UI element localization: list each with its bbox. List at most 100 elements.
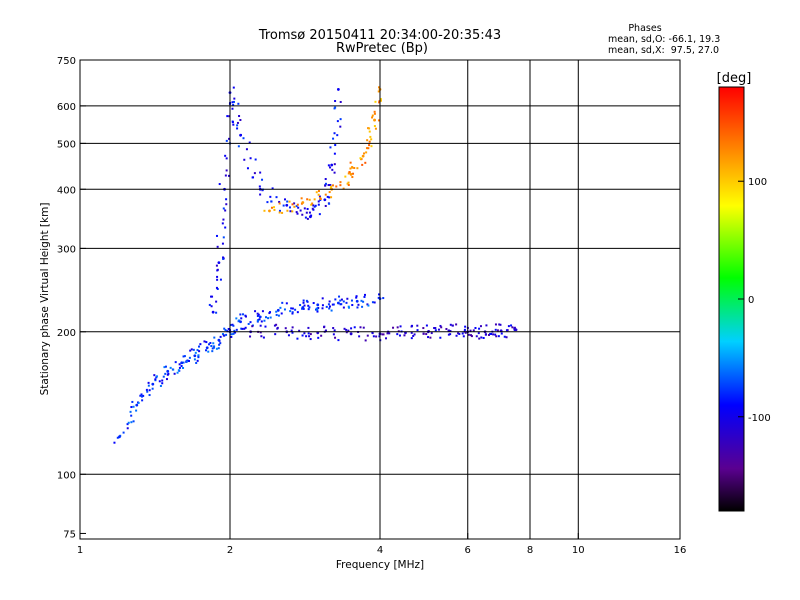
- data-point: [467, 333, 470, 336]
- data-point: [249, 335, 252, 338]
- data-point: [316, 308, 319, 311]
- trace-point: [514, 328, 518, 332]
- data-point: [269, 316, 272, 319]
- data-point: [230, 335, 233, 338]
- data-point: [457, 332, 460, 335]
- trace-point: [373, 118, 376, 122]
- data-point: [130, 406, 133, 409]
- data-point: [165, 378, 168, 381]
- data-point: [258, 185, 261, 188]
- data-point: [224, 209, 227, 212]
- data-point: [210, 295, 213, 298]
- data-point: [225, 333, 228, 336]
- data-point: [311, 207, 314, 210]
- data-point: [256, 315, 259, 318]
- data-point: [116, 436, 119, 439]
- data-point: [319, 198, 322, 201]
- data-point: [379, 98, 382, 101]
- data-point: [315, 307, 318, 310]
- data-point: [154, 378, 157, 381]
- data-point: [334, 106, 337, 109]
- data-point: [291, 311, 294, 314]
- data-point: [333, 163, 336, 166]
- data-point: [347, 184, 350, 187]
- data-point: [455, 334, 458, 337]
- data-point: [155, 375, 158, 378]
- data-point: [224, 174, 227, 177]
- data-point: [173, 372, 176, 375]
- data-point: [308, 198, 311, 201]
- data-point: [403, 334, 406, 337]
- data-point: [213, 345, 216, 348]
- data-point: [333, 329, 336, 332]
- data-point: [278, 209, 281, 212]
- data-point: [386, 332, 389, 335]
- data-point: [147, 381, 150, 384]
- data-point: [232, 332, 235, 335]
- trace-point: [258, 315, 262, 319]
- data-point: [236, 127, 239, 130]
- data-point: [368, 130, 371, 133]
- data-point: [367, 147, 370, 150]
- data-point: [221, 333, 224, 336]
- data-point: [231, 121, 234, 124]
- data-point: [505, 329, 508, 332]
- data-point: [215, 300, 218, 303]
- data-point: [275, 310, 278, 313]
- data-point: [187, 360, 190, 363]
- data-point: [289, 210, 292, 213]
- data-point: [318, 213, 321, 216]
- data-point: [178, 363, 181, 366]
- data-point: [332, 327, 335, 330]
- data-point: [197, 356, 200, 359]
- data-point: [307, 332, 310, 335]
- trace-point: [330, 163, 334, 167]
- data-point: [317, 193, 320, 196]
- data-point: [126, 427, 129, 430]
- data-point: [215, 311, 218, 314]
- data-point: [302, 301, 305, 304]
- data-point: [321, 307, 324, 310]
- data-point: [169, 366, 172, 369]
- data-point: [229, 324, 232, 327]
- data-point: [381, 333, 384, 336]
- data-point: [324, 182, 327, 185]
- data-point: [369, 135, 372, 138]
- data-point: [339, 303, 342, 306]
- data-point: [342, 306, 345, 309]
- data-point: [176, 371, 179, 374]
- data-point: [332, 137, 335, 140]
- data-point: [286, 209, 289, 212]
- data-point: [303, 207, 306, 210]
- data-point: [477, 332, 480, 335]
- stats-line-o: mean, sd,O: -66.1, 19.3: [608, 34, 720, 45]
- data-point: [301, 334, 304, 337]
- data-point: [413, 333, 416, 336]
- data-point: [445, 327, 448, 330]
- data-point: [218, 183, 221, 186]
- data-point: [361, 163, 364, 166]
- data-point: [196, 349, 199, 352]
- data-point: [347, 172, 350, 175]
- data-point: [302, 299, 305, 302]
- data-point: [277, 314, 280, 317]
- data-point: [307, 304, 310, 307]
- y-tick-label: 200: [57, 328, 76, 339]
- data-point: [370, 145, 373, 148]
- data-point: [379, 99, 382, 102]
- data-point: [330, 309, 333, 312]
- data-point: [373, 110, 376, 113]
- data-point: [259, 324, 262, 327]
- data-point: [513, 326, 516, 329]
- data-point: [256, 319, 259, 322]
- data-point: [216, 288, 219, 291]
- data-point: [294, 308, 297, 311]
- data-point: [449, 333, 452, 336]
- data-point: [182, 355, 185, 358]
- data-point: [410, 331, 413, 334]
- data-point: [254, 310, 257, 313]
- data-point: [324, 184, 327, 187]
- data-point: [212, 342, 215, 345]
- data-point: [224, 226, 227, 229]
- data-point: [166, 373, 169, 376]
